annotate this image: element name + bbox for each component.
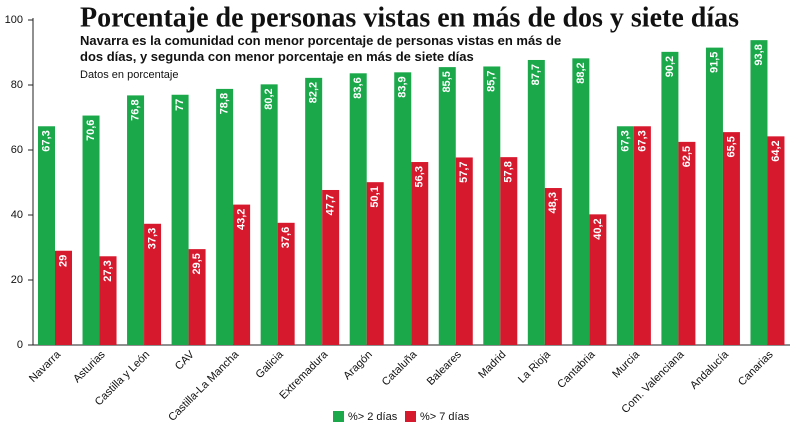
bar (633, 126, 651, 346)
bar (678, 141, 696, 345)
bar (750, 40, 768, 346)
x-tick-label: Galicia (254, 348, 287, 381)
x-tick-label: Canarias (736, 348, 776, 388)
bar (260, 84, 278, 345)
value-label: 93,8 (753, 44, 765, 65)
value-label: 47,7 (325, 194, 337, 215)
subtitle-box: Navarra es la comunidad con menor porcen… (80, 33, 562, 64)
x-tick-label: Baleares (425, 348, 465, 388)
bar (277, 222, 295, 345)
x-tick-label: Cantabria (555, 348, 598, 391)
value-label: 65,5 (725, 136, 737, 157)
value-label: 57,7 (458, 161, 470, 182)
bar (527, 59, 545, 345)
value-label: 64,2 (770, 140, 782, 161)
value-label: 29,5 (191, 253, 203, 274)
bar (589, 214, 607, 345)
bar (349, 73, 367, 346)
value-label: 90,2 (664, 56, 676, 77)
x-tick-label: Asturias (71, 348, 108, 385)
value-label: 78,8 (219, 93, 231, 114)
chart-subtitle: Navarra es la comunidad con menor porcen… (80, 33, 562, 64)
bar (82, 115, 100, 345)
y-tick-label: 100 (5, 14, 23, 26)
bar (411, 162, 429, 345)
bar (188, 249, 206, 345)
value-label: 62,5 (681, 146, 693, 167)
value-label: 83,6 (352, 77, 364, 98)
legend-label: %> 7 días (420, 411, 470, 423)
y-tick-label: 0 (17, 339, 23, 351)
value-label: 77 (174, 99, 186, 111)
bar (171, 94, 189, 345)
bar (500, 157, 518, 345)
bar (616, 126, 634, 346)
value-label: 76,8 (129, 99, 141, 120)
x-tick-label: CAV (173, 348, 197, 372)
value-label: 91,5 (708, 52, 720, 73)
bar (305, 77, 323, 345)
bar (705, 47, 723, 345)
value-label: 29 (57, 255, 69, 267)
value-label: 85,5 (441, 71, 453, 92)
value-label: 70,6 (85, 120, 97, 141)
bar (661, 51, 679, 345)
value-label: 80,2 (263, 88, 275, 109)
bar (544, 188, 562, 345)
bar (127, 95, 145, 346)
y-tick-label: 80 (11, 79, 23, 91)
value-label: 48,3 (547, 192, 559, 213)
x-tick-label: Navarra (27, 348, 64, 385)
x-tick-label: Murcia (610, 348, 642, 380)
bar (722, 132, 740, 345)
value-label: 83,9 (397, 76, 409, 97)
chart-title: Porcentaje de personas vistas en más de … (80, 2, 739, 33)
y-tick-label: 40 (11, 209, 23, 221)
value-label: 43,2 (236, 209, 248, 230)
value-label: 67,3 (636, 130, 648, 151)
value-label: 88,2 (575, 62, 587, 83)
legend-swatch (333, 411, 344, 422)
chart-note: Datos en porcentaje (80, 69, 178, 81)
value-label: 56,3 (414, 166, 426, 187)
x-tick-label: La Rioja (516, 348, 554, 386)
bar (394, 72, 412, 345)
bar (322, 189, 340, 345)
bar (455, 157, 473, 345)
value-label: 27,3 (102, 260, 114, 281)
bar (233, 204, 251, 345)
legend-swatch (405, 411, 416, 422)
value-label: 87,7 (530, 64, 542, 85)
bar (767, 136, 785, 345)
value-label: 67,3 (40, 130, 52, 151)
x-tick-label: Madrid (476, 349, 508, 381)
bar (483, 66, 501, 345)
bar (55, 250, 72, 345)
x-tick-label: Aragón (341, 349, 375, 383)
bar (216, 88, 234, 346)
bar (99, 256, 117, 345)
value-label: 40,2 (592, 218, 604, 239)
y-tick-label: 20 (11, 274, 23, 286)
value-label: 85,7 (486, 70, 498, 91)
value-label: 57,8 (503, 161, 515, 182)
value-label: 50,1 (369, 186, 381, 207)
value-label: 67,3 (619, 130, 631, 151)
bar (572, 58, 590, 345)
value-label: 82,2 (308, 82, 320, 103)
x-tick-label: Cataluña (380, 348, 420, 388)
x-tick-label: Extremadura (277, 348, 331, 402)
legend-label: %> 2 días (348, 411, 398, 423)
x-tick-label: Andalucía (688, 348, 732, 392)
value-label: 37,3 (146, 228, 158, 249)
value-label: 37,6 (280, 227, 292, 248)
bar (438, 67, 456, 345)
bar (366, 182, 384, 345)
bar (144, 223, 162, 345)
bar (38, 126, 55, 346)
y-tick-label: 60 (11, 144, 23, 156)
